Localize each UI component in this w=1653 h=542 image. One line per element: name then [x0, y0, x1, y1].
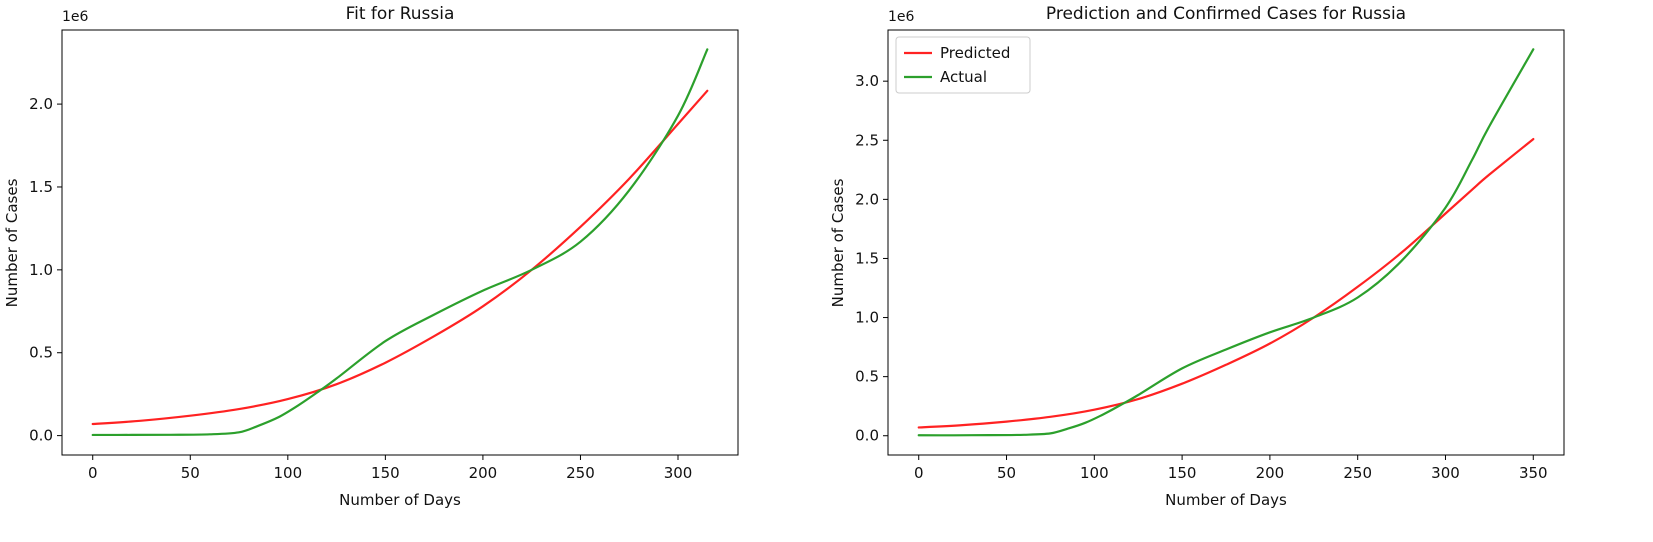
- chart-title: Prediction and Confirmed Cases for Russi…: [1046, 4, 1406, 24]
- x-tick-label: 100: [1080, 464, 1109, 482]
- x-tick-label: 100: [274, 464, 303, 482]
- y-tick-label: 0.0: [29, 427, 53, 445]
- y-axis-label: Number of Cases: [3, 178, 21, 307]
- chart-fit: Fit for Russia 1e6 Number of Days Number…: [0, 0, 826, 542]
- x-tick-label: 250: [566, 464, 595, 482]
- x-axis-label: Number of Days: [1165, 491, 1287, 509]
- y-tick-label: 2.0: [855, 190, 879, 208]
- y-tick-label: 2.0: [29, 95, 53, 113]
- chart-prediction: Prediction and Confirmed Cases for Russi…: [826, 0, 1652, 542]
- x-tick-label: 50: [181, 464, 200, 482]
- x-tick-label: 300: [1431, 464, 1460, 482]
- x-tick-label: 150: [371, 464, 400, 482]
- axes-frame: [61, 29, 739, 456]
- x-tick-label: 0: [914, 464, 924, 482]
- predicted-line: [91, 89, 709, 426]
- y-axis-offset-label: 1e6: [888, 9, 915, 25]
- axes-frame: [887, 29, 1565, 456]
- chart-title: Fit for Russia: [346, 4, 455, 24]
- y-tick-label: 2.5: [855, 131, 879, 149]
- y-axis-label: Number of Cases: [829, 178, 847, 307]
- y-tick-label: 1.0: [29, 261, 53, 279]
- y-tick-label: 1.5: [855, 249, 879, 267]
- actual-line: [917, 48, 1535, 437]
- plot-area: 0 50 100 150 200 250 300 0.0 0.5 1.0 1.5 2.0: [29, 29, 739, 482]
- prediction-plot-svg: Prediction and Confirmed Cases for Russi…: [829, 4, 1565, 509]
- y-tick-label: 3.0: [855, 72, 879, 90]
- y-tick-label: 1.0: [855, 309, 879, 327]
- y-tick-label: 0.5: [855, 368, 879, 386]
- legend-label: Predicted: [940, 44, 1010, 62]
- fit-plot-svg: Fit for Russia 1e6 Number of Days Number…: [3, 4, 739, 509]
- x-tick-label: 200: [1256, 464, 1285, 482]
- x-axis-label: Number of Days: [339, 491, 461, 509]
- x-tick-label: 50: [997, 464, 1016, 482]
- legend-label: Actual: [940, 68, 987, 86]
- x-tick-label: 350: [1519, 464, 1548, 482]
- legend-box: [895, 36, 1031, 94]
- x-tick-label: 250: [1343, 464, 1372, 482]
- y-tick-label: 1.5: [29, 178, 53, 196]
- x-tick-label: 300: [664, 464, 693, 482]
- x-tick-label: 0: [88, 464, 98, 482]
- y-tick-label: 0.0: [855, 427, 879, 445]
- predicted-line: [917, 138, 1535, 429]
- plot-area: 0 50 100 150 200 250 300 350 0.0 0.5 1.0 1.5 2.0 2.5 3…: [855, 29, 1565, 482]
- x-tick-label: 200: [469, 464, 498, 482]
- y-axis-offset-label: 1e6: [62, 9, 89, 25]
- x-tick-label: 150: [1168, 464, 1197, 482]
- actual-line: [91, 48, 709, 437]
- y-tick-label: 0.5: [29, 344, 53, 362]
